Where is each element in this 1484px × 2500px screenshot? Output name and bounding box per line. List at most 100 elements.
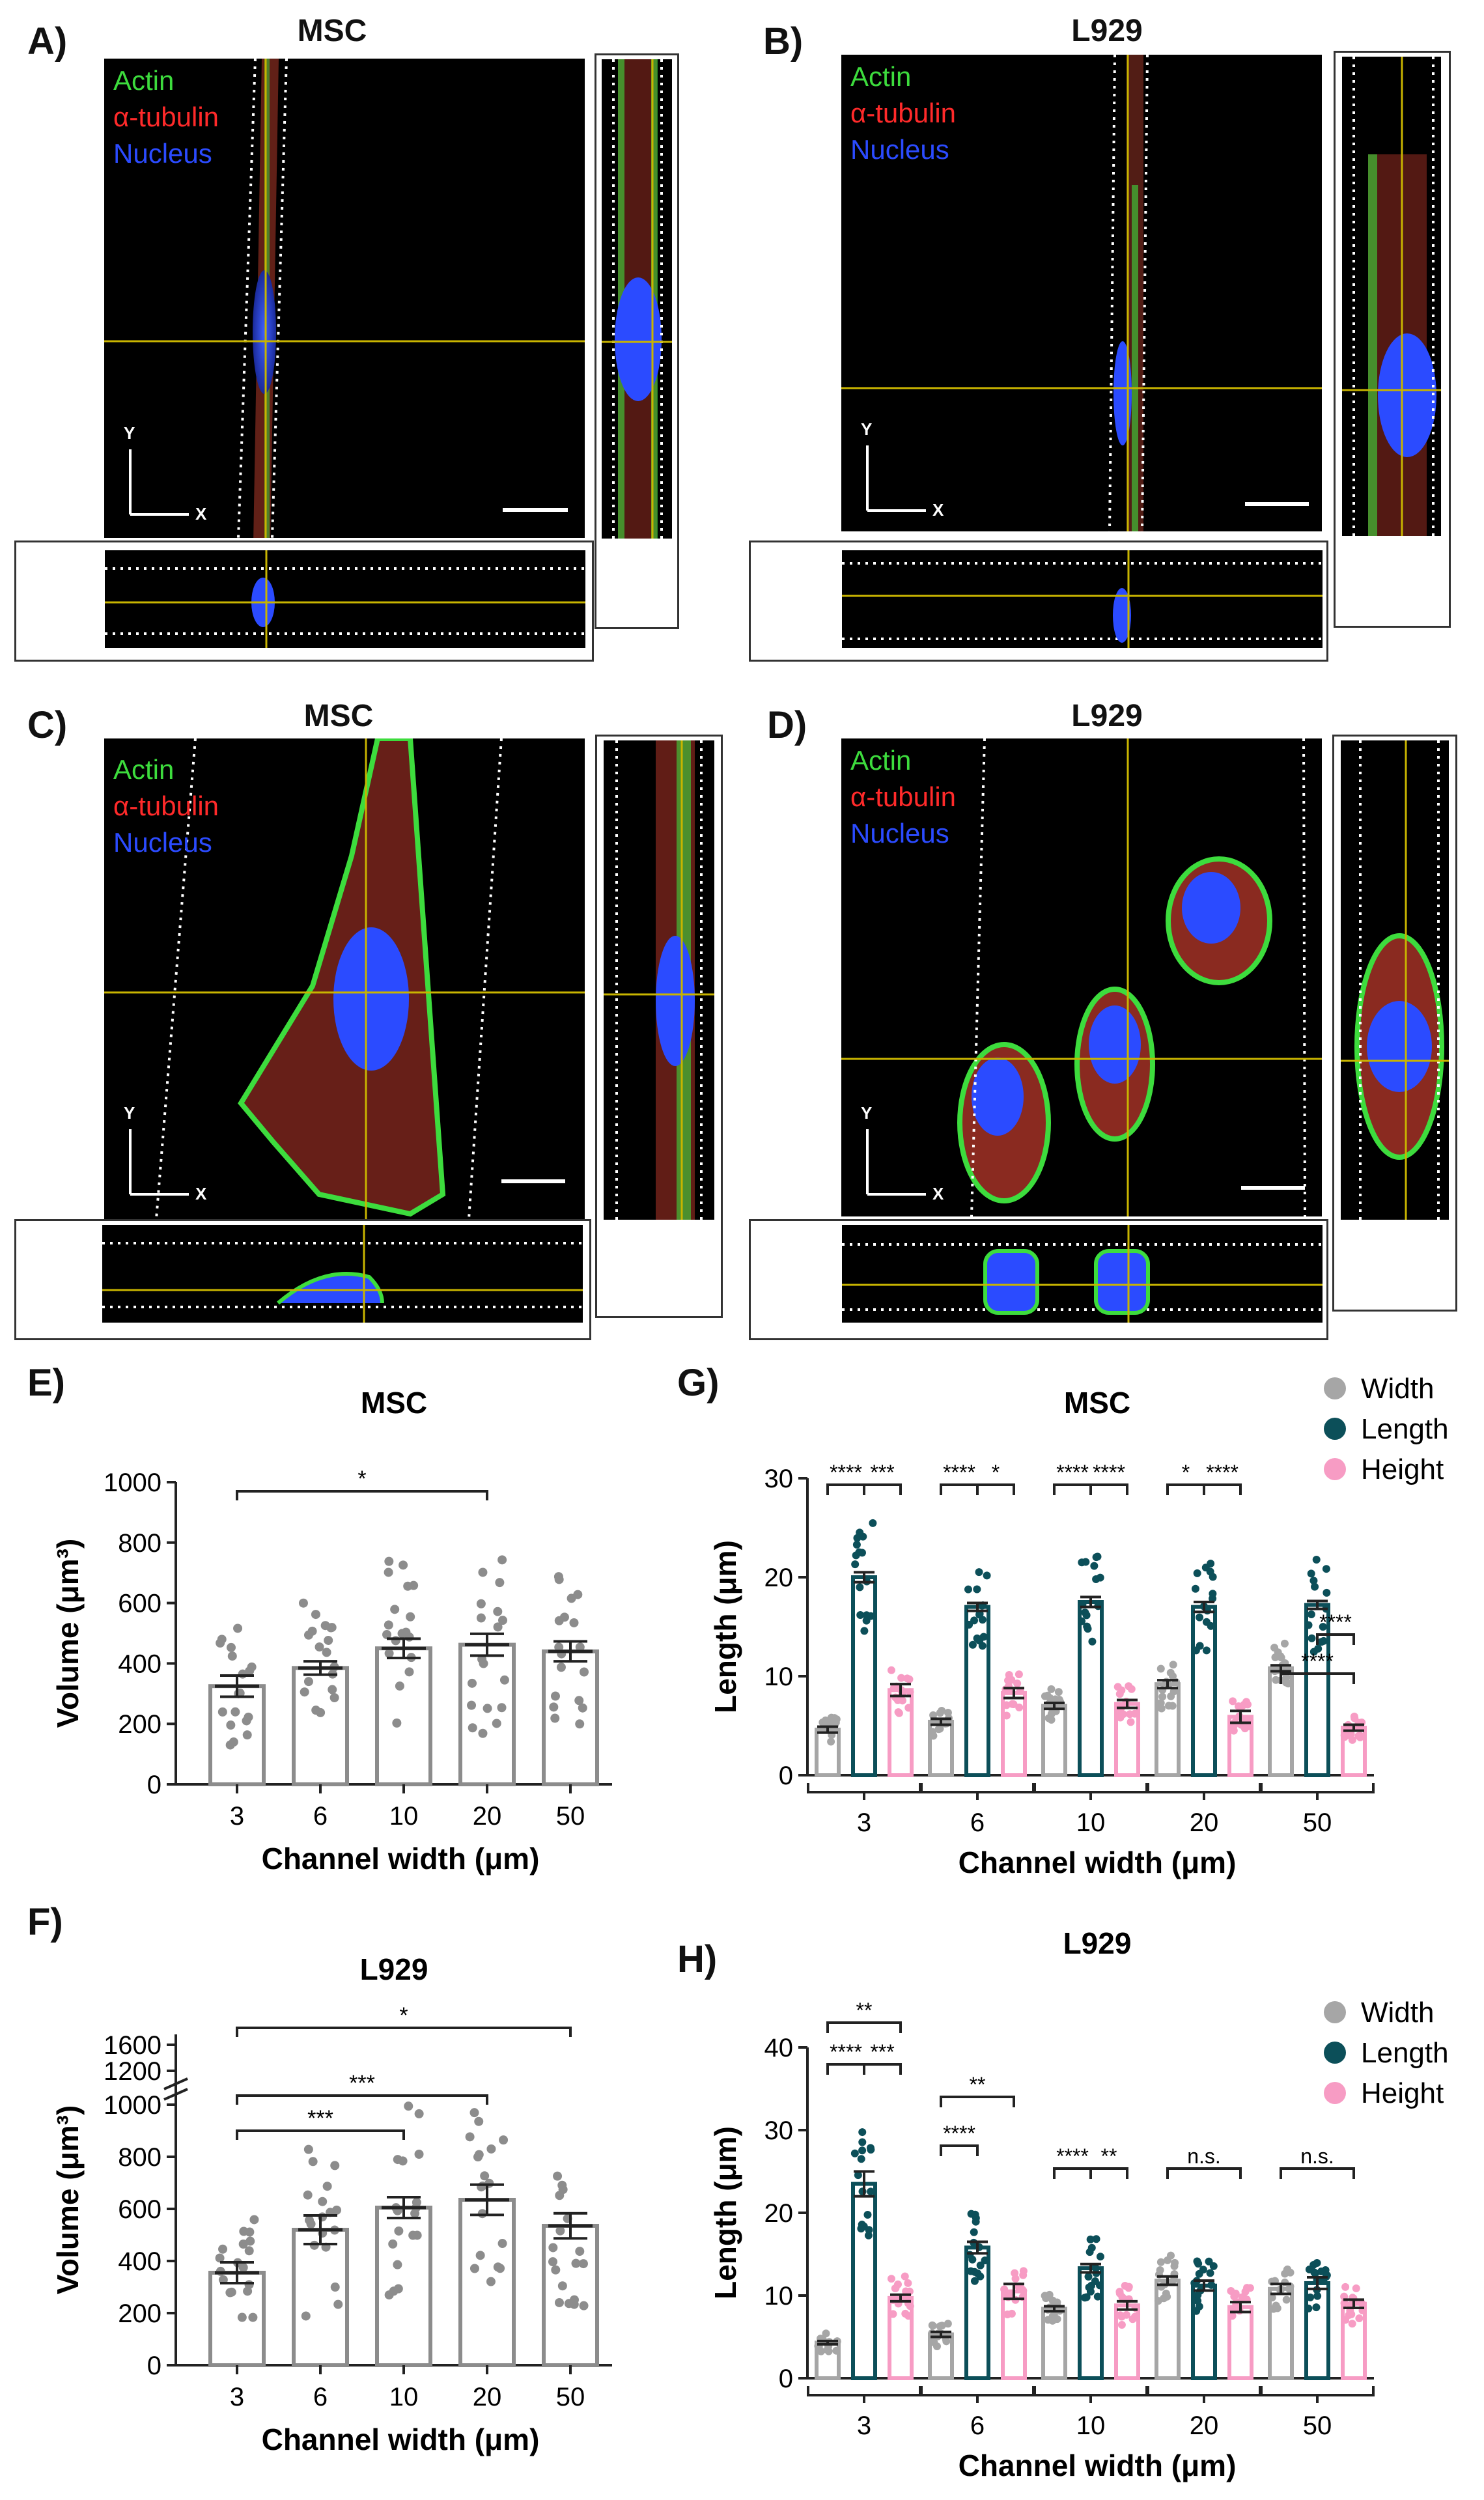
- bar-width-3: [815, 1728, 841, 1778]
- significance-bracket: [1089, 1483, 1128, 1495]
- data-point: [1304, 2304, 1313, 2312]
- data-point: [891, 2284, 899, 2292]
- data-point: [327, 1623, 337, 1633]
- data-point: [889, 2296, 897, 2304]
- data-point: [1306, 2293, 1315, 2301]
- data-point: [556, 1663, 566, 1672]
- ortho-box-b-xz: [749, 541, 1328, 662]
- data-point: [242, 1730, 252, 1740]
- panel-label-g: G): [677, 1362, 720, 1404]
- data-point: [1355, 2314, 1364, 2322]
- data-point: [1115, 1690, 1124, 1698]
- data-point: [1193, 1569, 1201, 1577]
- group-bracket: [1033, 2386, 1148, 2396]
- y-tick-label: 400: [118, 1650, 161, 1678]
- data-point: [1015, 1704, 1024, 1712]
- data-point: [1307, 1569, 1315, 1578]
- y-axis-title: Volume (μm³): [51, 2105, 85, 2295]
- significance-bracket: [826, 2021, 902, 2033]
- data-point: [215, 2253, 225, 2263]
- legend-label-height: Height: [1361, 1454, 1444, 1485]
- data-point: [1158, 1692, 1167, 1701]
- data-point: [889, 1684, 898, 1692]
- data-point: [249, 2215, 259, 2225]
- panel-label-b: B): [763, 20, 804, 63]
- significance-bracket: [236, 2027, 572, 2037]
- x-tick-label: 3: [857, 1808, 871, 1837]
- significance-bracket: [863, 2063, 902, 2075]
- significance-bracket: [236, 2129, 405, 2140]
- data-point: [1319, 1623, 1327, 1631]
- data-point: [905, 1675, 914, 1683]
- legend-marker-length: [1324, 1418, 1346, 1440]
- data-point: [555, 2226, 565, 2236]
- data-point: [499, 2135, 509, 2145]
- legend-label-height: Height: [1361, 2077, 1444, 2109]
- data-point: [414, 2109, 424, 2118]
- y-tick-label: 1000: [104, 2091, 161, 2120]
- data-point: [303, 2190, 313, 2200]
- data-point: [1085, 2283, 1093, 2292]
- data-point: [1169, 1661, 1177, 1669]
- axis-break-mark: [163, 2077, 188, 2090]
- significance-bracket: [976, 1483, 1015, 1495]
- data-point: [1054, 1688, 1063, 1696]
- data-point: [1002, 1711, 1011, 1720]
- data-point: [1317, 1638, 1326, 1646]
- data-point: [468, 1678, 477, 1688]
- legend-label-width: Width: [1361, 1997, 1434, 2029]
- stain-label-actin: Actin: [113, 65, 175, 96]
- data-point: [1280, 1639, 1289, 1648]
- chart-title: L929: [360, 1952, 428, 1986]
- data-point: [895, 1709, 903, 1717]
- data-point: [1122, 2310, 1130, 2319]
- data-point: [856, 1610, 865, 1619]
- data-point: [854, 2171, 862, 2180]
- data-point: [850, 2149, 859, 2157]
- data-point: [217, 1707, 227, 1717]
- data-point: [548, 2243, 558, 2253]
- bar-6: [292, 2228, 349, 2367]
- data-point: [1323, 1588, 1331, 1597]
- data-point: [493, 1622, 503, 1632]
- significance-label: *: [399, 2003, 408, 2028]
- data-point: [554, 1575, 564, 1584]
- data-point: [332, 2205, 342, 2215]
- data-point: [897, 1674, 906, 1682]
- data-point: [550, 1713, 560, 1723]
- group-bracket: [1147, 2386, 1261, 2396]
- data-point: [1272, 1676, 1280, 1684]
- data-point: [1202, 1646, 1211, 1655]
- y-tick-label: 30: [764, 1465, 794, 1493]
- data-point: [1207, 2281, 1216, 2289]
- data-point: [315, 1642, 324, 1652]
- significance-label: ****: [1056, 1461, 1089, 1484]
- data-point: [303, 2144, 313, 2154]
- data-point: [1127, 1718, 1135, 1726]
- data-point: [404, 2101, 413, 2111]
- data-point: [1354, 1732, 1363, 1740]
- data-point: [1206, 1567, 1214, 1576]
- significance-bracket: [1053, 1483, 1092, 1495]
- micrograph-a-image: [104, 59, 585, 538]
- data-point: [1116, 2311, 1125, 2320]
- data-point: [575, 1642, 585, 1652]
- bar-length-20: [1191, 2283, 1217, 2381]
- group-bracket: [1260, 1783, 1375, 1793]
- data-point: [1084, 1625, 1092, 1633]
- data-point: [864, 2231, 873, 2240]
- data-point: [238, 2239, 248, 2249]
- data-point: [856, 1528, 864, 1537]
- data-point: [330, 2282, 340, 2292]
- data-point: [1228, 2312, 1237, 2320]
- axis-y-label: Y: [124, 1103, 135, 1123]
- significance-label: **: [1101, 2144, 1117, 2168]
- data-point: [498, 1616, 508, 1625]
- significance-label: ****: [1056, 2144, 1089, 2168]
- data-point: [324, 1635, 333, 1645]
- data-point: [318, 2197, 328, 2206]
- group-bracket: [1260, 2386, 1375, 2396]
- micrograph-b-image: [841, 55, 1322, 531]
- data-point: [1082, 1558, 1090, 1566]
